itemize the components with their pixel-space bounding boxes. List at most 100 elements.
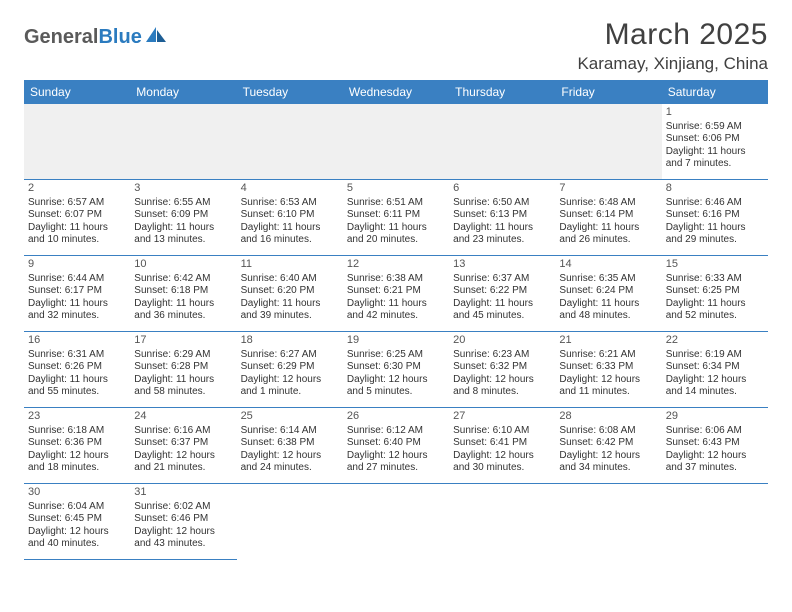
day-number: 24 bbox=[134, 410, 232, 424]
sunrise-line: Sunrise: 6:18 AM bbox=[28, 425, 126, 438]
day-cell: 1Sunrise: 6:59 AMSunset: 6:06 PMDaylight… bbox=[662, 104, 768, 180]
day-cell: 23Sunrise: 6:18 AMSunset: 6:36 PMDayligh… bbox=[24, 408, 130, 484]
day-number: 12 bbox=[347, 258, 445, 272]
sunrise-line: Sunrise: 6:23 AM bbox=[453, 349, 551, 362]
day-number: 25 bbox=[241, 410, 339, 424]
sunset-line: Sunset: 6:28 PM bbox=[134, 361, 232, 374]
sunrise-line: Sunrise: 6:02 AM bbox=[134, 501, 232, 514]
sunrise-line: Sunrise: 6:04 AM bbox=[28, 501, 126, 514]
daylight-line: Daylight: 12 hours and 18 minutes. bbox=[28, 450, 126, 475]
day-cell: 9Sunrise: 6:44 AMSunset: 6:17 PMDaylight… bbox=[24, 256, 130, 332]
sunrise-line: Sunrise: 6:53 AM bbox=[241, 197, 339, 210]
day-number: 2 bbox=[28, 182, 126, 196]
day-number: 30 bbox=[28, 486, 126, 500]
sunrise-line: Sunrise: 6:25 AM bbox=[347, 349, 445, 362]
sunset-line: Sunset: 6:14 PM bbox=[559, 209, 657, 222]
day-cell: 6Sunrise: 6:50 AMSunset: 6:13 PMDaylight… bbox=[449, 180, 555, 256]
sunrise-line: Sunrise: 6:12 AM bbox=[347, 425, 445, 438]
day-cell: 17Sunrise: 6:29 AMSunset: 6:28 PMDayligh… bbox=[130, 332, 236, 408]
sunset-line: Sunset: 6:36 PM bbox=[28, 437, 126, 450]
weekday-header: Monday bbox=[130, 80, 236, 104]
day-number: 21 bbox=[559, 334, 657, 348]
sail-icon bbox=[146, 27, 168, 50]
daylight-line: Daylight: 12 hours and 8 minutes. bbox=[453, 374, 551, 399]
day-number: 9 bbox=[28, 258, 126, 272]
day-cell: 2Sunrise: 6:57 AMSunset: 6:07 PMDaylight… bbox=[24, 180, 130, 256]
day-number: 20 bbox=[453, 334, 551, 348]
day-number: 17 bbox=[134, 334, 232, 348]
day-number: 26 bbox=[347, 410, 445, 424]
sunset-line: Sunset: 6:17 PM bbox=[28, 285, 126, 298]
empty-cell bbox=[343, 484, 449, 560]
title-block: March 2025 Karamay, Xinjiang, China bbox=[577, 18, 768, 74]
sunset-line: Sunset: 6:33 PM bbox=[559, 361, 657, 374]
day-cell: 14Sunrise: 6:35 AMSunset: 6:24 PMDayligh… bbox=[555, 256, 661, 332]
sunset-line: Sunset: 6:22 PM bbox=[453, 285, 551, 298]
sunset-line: Sunset: 6:46 PM bbox=[134, 513, 232, 526]
month-title: March 2025 bbox=[577, 18, 768, 52]
sunset-line: Sunset: 6:38 PM bbox=[241, 437, 339, 450]
daylight-line: Daylight: 11 hours and 16 minutes. bbox=[241, 222, 339, 247]
weekday-header: Saturday bbox=[662, 80, 768, 104]
sunrise-line: Sunrise: 6:29 AM bbox=[134, 349, 232, 362]
calendar-page: GeneralBlue March 2025 Karamay, Xinjiang… bbox=[0, 0, 792, 560]
sunrise-line: Sunrise: 6:19 AM bbox=[666, 349, 764, 362]
day-cell: 8Sunrise: 6:46 AMSunset: 6:16 PMDaylight… bbox=[662, 180, 768, 256]
calendar-header-row: SundayMondayTuesdayWednesdayThursdayFrid… bbox=[24, 80, 768, 104]
sunset-line: Sunset: 6:13 PM bbox=[453, 209, 551, 222]
sunrise-line: Sunrise: 6:51 AM bbox=[347, 197, 445, 210]
empty-cell bbox=[130, 104, 236, 180]
sunrise-line: Sunrise: 6:14 AM bbox=[241, 425, 339, 438]
day-cell: 29Sunrise: 6:06 AMSunset: 6:43 PMDayligh… bbox=[662, 408, 768, 484]
empty-cell bbox=[237, 104, 343, 180]
sunrise-line: Sunrise: 6:31 AM bbox=[28, 349, 126, 362]
day-cell: 3Sunrise: 6:55 AMSunset: 6:09 PMDaylight… bbox=[130, 180, 236, 256]
daylight-line: Daylight: 11 hours and 20 minutes. bbox=[347, 222, 445, 247]
daylight-line: Daylight: 11 hours and 39 minutes. bbox=[241, 298, 339, 323]
day-number: 29 bbox=[666, 410, 764, 424]
sunrise-line: Sunrise: 6:57 AM bbox=[28, 197, 126, 210]
sunset-line: Sunset: 6:26 PM bbox=[28, 361, 126, 374]
day-cell: 26Sunrise: 6:12 AMSunset: 6:40 PMDayligh… bbox=[343, 408, 449, 484]
day-number: 15 bbox=[666, 258, 764, 272]
sunrise-line: Sunrise: 6:46 AM bbox=[666, 197, 764, 210]
day-number: 11 bbox=[241, 258, 339, 272]
sunrise-line: Sunrise: 6:37 AM bbox=[453, 273, 551, 286]
day-cell: 30Sunrise: 6:04 AMSunset: 6:45 PMDayligh… bbox=[24, 484, 130, 560]
weekday-header: Thursday bbox=[449, 80, 555, 104]
empty-cell bbox=[237, 484, 343, 560]
day-number: 18 bbox=[241, 334, 339, 348]
day-cell: 5Sunrise: 6:51 AMSunset: 6:11 PMDaylight… bbox=[343, 180, 449, 256]
day-number: 10 bbox=[134, 258, 232, 272]
daylight-line: Daylight: 12 hours and 43 minutes. bbox=[134, 526, 232, 551]
day-cell: 27Sunrise: 6:10 AMSunset: 6:41 PMDayligh… bbox=[449, 408, 555, 484]
sunrise-line: Sunrise: 6:10 AM bbox=[453, 425, 551, 438]
sunrise-line: Sunrise: 6:44 AM bbox=[28, 273, 126, 286]
day-cell: 24Sunrise: 6:16 AMSunset: 6:37 PMDayligh… bbox=[130, 408, 236, 484]
sunset-line: Sunset: 6:29 PM bbox=[241, 361, 339, 374]
daylight-line: Daylight: 12 hours and 34 minutes. bbox=[559, 450, 657, 475]
location-subtitle: Karamay, Xinjiang, China bbox=[577, 54, 768, 74]
day-number: 14 bbox=[559, 258, 657, 272]
logo-text: GeneralBlue bbox=[24, 26, 142, 49]
day-number: 13 bbox=[453, 258, 551, 272]
empty-cell bbox=[555, 484, 661, 560]
logo-word-blue: Blue bbox=[98, 26, 141, 48]
day-cell: 18Sunrise: 6:27 AMSunset: 6:29 PMDayligh… bbox=[237, 332, 343, 408]
day-number: 28 bbox=[559, 410, 657, 424]
day-cell: 4Sunrise: 6:53 AMSunset: 6:10 PMDaylight… bbox=[237, 180, 343, 256]
daylight-line: Daylight: 12 hours and 40 minutes. bbox=[28, 526, 126, 551]
day-number: 3 bbox=[134, 182, 232, 196]
sunset-line: Sunset: 6:41 PM bbox=[453, 437, 551, 450]
day-number: 1 bbox=[666, 106, 764, 120]
sunrise-line: Sunrise: 6:40 AM bbox=[241, 273, 339, 286]
day-cell: 11Sunrise: 6:40 AMSunset: 6:20 PMDayligh… bbox=[237, 256, 343, 332]
logo: GeneralBlue bbox=[24, 18, 168, 49]
sunset-line: Sunset: 6:11 PM bbox=[347, 209, 445, 222]
day-cell: 16Sunrise: 6:31 AMSunset: 6:26 PMDayligh… bbox=[24, 332, 130, 408]
daylight-line: Daylight: 12 hours and 1 minute. bbox=[241, 374, 339, 399]
day-cell: 28Sunrise: 6:08 AMSunset: 6:42 PMDayligh… bbox=[555, 408, 661, 484]
daylight-line: Daylight: 11 hours and 7 minutes. bbox=[666, 146, 764, 171]
day-cell: 10Sunrise: 6:42 AMSunset: 6:18 PMDayligh… bbox=[130, 256, 236, 332]
sunset-line: Sunset: 6:09 PM bbox=[134, 209, 232, 222]
